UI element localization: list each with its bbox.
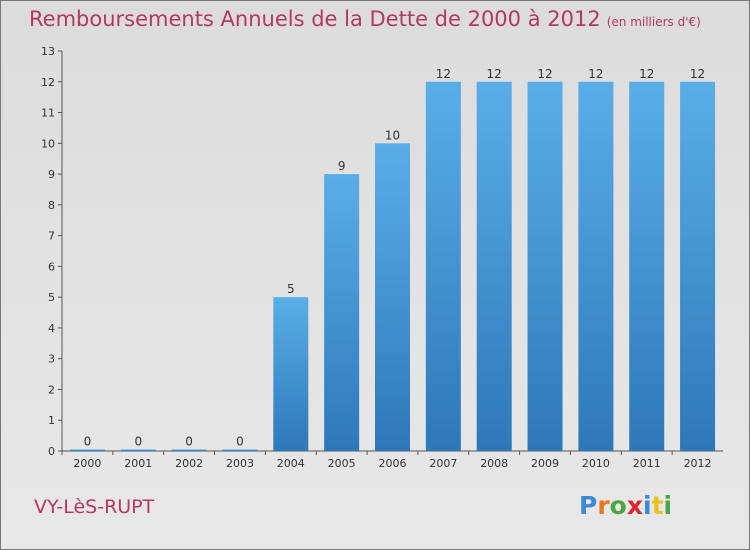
logo-letter: t <box>651 491 664 520</box>
x-tick-labels: 2000 2001 2002 2003 2004 2005 2006 2007 2008 2009… <box>73 457 711 470</box>
bar-2001 <box>120 449 156 451</box>
data-label-2006: 10 <box>385 128 400 142</box>
chart-title-text: Remboursements Annuels de la Dette de 20… <box>29 7 601 31</box>
bar-2009 <box>527 81 563 452</box>
y-tick-label: 5 <box>48 291 55 304</box>
y-tick-label: 7 <box>48 230 55 243</box>
bar-2000 <box>69 449 105 451</box>
logo-letter: r <box>597 491 610 520</box>
x-tick-label-2011: 2011 <box>633 457 661 470</box>
bar-2010 <box>578 81 614 452</box>
x-tick-label-2003: 2003 <box>226 457 254 470</box>
y-tick-label: 4 <box>48 322 55 335</box>
proxiti-logo[interactable]: Proxiti <box>579 491 672 520</box>
data-label-2012: 12 <box>690 67 705 81</box>
bar-2012 <box>680 81 716 452</box>
y-tick-label: 9 <box>48 168 55 181</box>
y-tick-label: 0 <box>48 445 55 458</box>
data-label-2002: 0 <box>185 435 193 449</box>
data-label-2004: 5 <box>287 282 295 296</box>
x-tick-label-2006: 2006 <box>379 457 407 470</box>
x-tick-label-2000: 2000 <box>73 457 101 470</box>
y-tick-label: 13 <box>41 45 55 58</box>
x-tick-label-2010: 2010 <box>582 457 610 470</box>
logo-letter: x <box>626 491 643 520</box>
bars <box>69 81 716 452</box>
y-tick-label: 10 <box>41 137 55 150</box>
y-tick-label: 12 <box>41 76 55 89</box>
bar-2004 <box>273 297 309 451</box>
chart-unit: (en milliers d'€) <box>606 15 701 29</box>
data-label-2007: 12 <box>436 67 451 81</box>
y-tick-label: 1 <box>48 414 55 427</box>
bar-2003 <box>222 449 258 451</box>
bar-2008 <box>476 81 512 452</box>
bar-2005 <box>324 174 360 452</box>
bar-2011 <box>629 81 665 452</box>
data-label-2001: 0 <box>134 435 142 449</box>
x-tick-label-2001: 2001 <box>124 457 152 470</box>
data-label-2009: 12 <box>537 67 552 81</box>
x-tick-label-2007: 2007 <box>429 457 457 470</box>
x-tick-label-2012: 2012 <box>684 457 712 470</box>
logo-letter: i <box>663 491 673 520</box>
data-labels: 0 0 0 0 5 9 10 12 12 12 12 12 12 <box>84 67 706 449</box>
y-tick-label: 6 <box>48 260 55 273</box>
y-tick-label: 11 <box>41 107 55 120</box>
y-tick-label: 3 <box>48 353 55 366</box>
x-tick-label-2008: 2008 <box>480 457 508 470</box>
data-label-2005: 9 <box>338 159 346 173</box>
logo-letter: o <box>609 491 627 520</box>
data-label-2011: 12 <box>639 67 654 81</box>
logo-letter: P <box>579 491 598 520</box>
y-tick-label: 2 <box>48 383 55 396</box>
logo-letter: i <box>643 491 652 520</box>
data-label-2008: 12 <box>487 67 502 81</box>
x-tick-label-2009: 2009 <box>531 457 559 470</box>
data-label-2003: 0 <box>236 435 244 449</box>
x-tick-label-2004: 2004 <box>277 457 305 470</box>
bar-2007 <box>425 81 461 452</box>
bar-2006 <box>375 143 410 452</box>
data-label-2000: 0 <box>84 435 92 449</box>
y-tick-label: 8 <box>48 199 55 212</box>
chart-title: Remboursements Annuels de la Dette de 20… <box>29 7 701 31</box>
bar-2002 <box>171 449 207 451</box>
place-name: VY-LèS-RUPT <box>34 496 155 518</box>
x-tick-label-2005: 2005 <box>328 457 356 470</box>
x-tick-label-2002: 2002 <box>175 457 203 470</box>
data-label-2010: 12 <box>588 67 603 81</box>
